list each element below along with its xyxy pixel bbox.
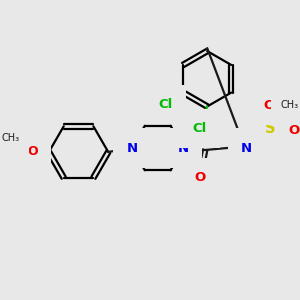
Text: S: S bbox=[265, 121, 276, 136]
Text: N: N bbox=[178, 142, 189, 154]
Text: O: O bbox=[195, 171, 206, 184]
Text: Cl: Cl bbox=[158, 98, 172, 111]
Text: N: N bbox=[126, 142, 137, 154]
Text: O: O bbox=[289, 124, 300, 137]
Text: N: N bbox=[241, 142, 252, 154]
Text: O: O bbox=[263, 99, 274, 112]
Text: CH₃: CH₃ bbox=[1, 133, 19, 143]
Text: Cl: Cl bbox=[192, 122, 206, 135]
Text: CH₃: CH₃ bbox=[280, 100, 298, 110]
Text: O: O bbox=[28, 146, 38, 158]
